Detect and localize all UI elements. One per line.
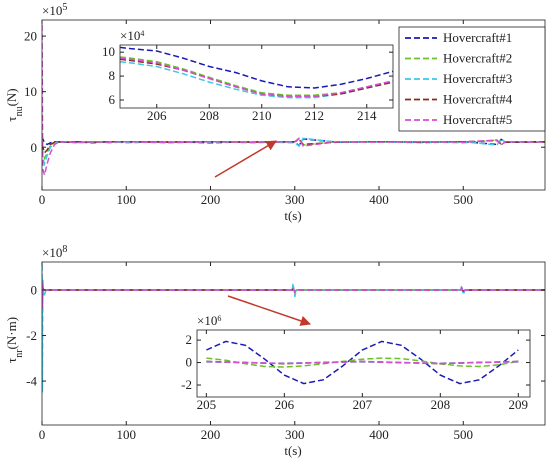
- multiplier-exponent: 4: [140, 29, 144, 38]
- legend-label: Hovercraft#2: [443, 51, 512, 66]
- y-tick-label: -2: [26, 328, 37, 343]
- x-tick-label: 300: [285, 427, 305, 442]
- y-tick-label: 0: [31, 283, 38, 298]
- x-tick-label: 0: [39, 192, 46, 207]
- series-line: [120, 46, 393, 89]
- y-tick-label: 0: [186, 354, 193, 369]
- x-tick-label: 205: [197, 397, 217, 412]
- x-tick-label: 210: [252, 108, 272, 123]
- legend-label: Hovercraft#4: [443, 92, 513, 107]
- x-tick-label: 100: [117, 427, 137, 442]
- series-line: [206, 357, 519, 368]
- plot-frame: [41, 261, 546, 426]
- y-tick-label: 2: [186, 332, 193, 347]
- y-tick-label: 10: [24, 84, 37, 99]
- series-line: [42, 280, 545, 309]
- y-axis-label: τnu(N): [4, 88, 25, 121]
- series-line: [206, 340, 519, 385]
- legend-label: Hovercraft#5: [443, 112, 512, 127]
- axis-multiplier: ×105: [42, 2, 67, 19]
- x-tick-label: 300: [285, 192, 305, 207]
- legend-box: [398, 26, 546, 132]
- series-line: [120, 58, 393, 98]
- x-tick-label: 212: [305, 108, 325, 123]
- x-tick-label: 206: [147, 108, 167, 123]
- x-tick-label: 100: [117, 192, 137, 207]
- lines: [120, 46, 393, 99]
- multiplier-base: ×10: [120, 28, 140, 43]
- x-tick-label: 207: [353, 397, 373, 412]
- y-tick-label: 8: [109, 68, 116, 83]
- legend: Hovercraft#1 Hovercraft#2 Hovercraft#3 Hove…: [398, 26, 546, 132]
- y-tick-label: 10: [102, 44, 115, 59]
- inset: 205 206 207 208 209 -2 0 2 ×106: [181, 313, 531, 412]
- plot-frame: [196, 329, 531, 398]
- y-axis-label: τnr(N·m): [4, 317, 25, 363]
- x-tick-label: 0: [39, 427, 46, 442]
- x-tick-label: 400: [369, 427, 389, 442]
- x-tick-label: 214: [357, 108, 377, 123]
- axis-multiplier: ×108: [42, 244, 67, 261]
- x-tick-label: 500: [454, 427, 474, 442]
- multiplier-base: ×10: [197, 313, 217, 328]
- legend-label: Hovercraft#1: [443, 30, 512, 45]
- annotation-arrow: [214, 140, 277, 178]
- x-tick-label: 208: [200, 108, 220, 123]
- inset: 206 208 210 212 214 6 8 10 ×104: [102, 28, 394, 123]
- y-tick-label: 6: [109, 92, 116, 107]
- multiplier-exponent: 6: [217, 314, 221, 323]
- x-tick-label: 200: [201, 427, 221, 442]
- plot-background: [120, 45, 393, 108]
- x-axis-label: t(s): [284, 208, 301, 223]
- multiplier-base: ×10: [42, 3, 62, 18]
- multiplier-exponent: 5: [62, 2, 67, 13]
- legend-label: Hovercraft#3: [443, 71, 512, 86]
- x-tick-label: 206: [275, 397, 295, 412]
- series-line: [206, 360, 519, 365]
- x-tick-label: 208: [431, 397, 451, 412]
- y-tick-label: 20: [24, 29, 37, 44]
- x-tick-label: 200: [201, 192, 221, 207]
- axis-multiplier: ×104: [120, 28, 144, 43]
- x-axis-label: t(s): [284, 443, 301, 458]
- multiplier-exponent: 8: [62, 244, 67, 255]
- y-tick-label: 0: [31, 140, 38, 155]
- series-line: [120, 57, 393, 98]
- annotation-arrow: [227, 295, 311, 326]
- x-tick-label: 500: [454, 192, 474, 207]
- lines: [206, 340, 519, 385]
- series-line: [42, 24, 545, 178]
- y-tick-label: -4: [26, 374, 37, 389]
- multiplier-base: ×10: [42, 245, 62, 260]
- y-tick-label: -2: [181, 377, 192, 392]
- x-tick-label: 400: [369, 192, 389, 207]
- axis-multiplier: ×106: [197, 313, 221, 328]
- lines: [42, 24, 545, 178]
- x-tick-label: 209: [509, 397, 529, 412]
